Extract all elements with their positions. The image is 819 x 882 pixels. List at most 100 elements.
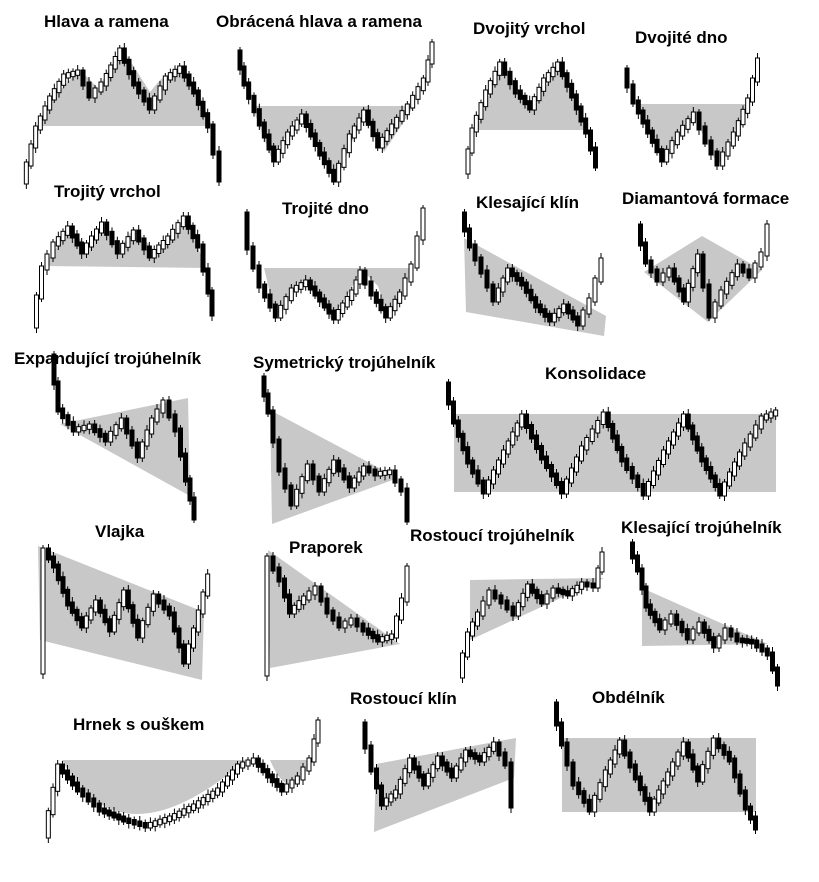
- candle-body: [745, 97, 751, 114]
- candle-body: [460, 432, 466, 452]
- candle-body: [578, 105, 584, 123]
- candle-body: [675, 751, 681, 767]
- title-hlava-a-ramena: Hlava a ramena: [44, 12, 169, 31]
- candle-body: [98, 81, 104, 93]
- title-rostouci-klin: Rostoucí klín: [350, 689, 457, 708]
- candle-body: [388, 793, 394, 803]
- candle-body: [716, 635, 722, 649]
- candle-body: [307, 279, 313, 291]
- candle-body: [271, 145, 277, 163]
- candle-body: [522, 94, 528, 106]
- candle-body: [318, 585, 324, 603]
- candle-body: [657, 618, 663, 631]
- candle-body: [514, 422, 520, 437]
- candle-body: [514, 272, 520, 282]
- candle-body: [685, 118, 691, 130]
- candle-body: [627, 751, 633, 769]
- candle-body: [191, 81, 197, 95]
- candle-body: [496, 459, 501, 475]
- candle-body: [326, 468, 332, 484]
- candle-body: [344, 296, 350, 308]
- candle-body: [383, 306, 389, 319]
- candle-body: [505, 440, 511, 455]
- candle-body: [651, 470, 656, 486]
- candle-body: [75, 69, 81, 76]
- candle-body: [705, 750, 711, 770]
- candle-body: [575, 315, 581, 327]
- candle-body: [397, 778, 403, 795]
- candle-body: [676, 422, 681, 437]
- candle-body: [602, 769, 608, 788]
- candle-body: [61, 73, 67, 86]
- candle-body: [560, 588, 566, 596]
- candle-body: [117, 47, 123, 61]
- candle-body: [656, 789, 662, 804]
- candle-body: [472, 752, 478, 760]
- candle-body: [146, 245, 152, 259]
- candle-body: [635, 99, 641, 115]
- candle-body: [315, 719, 321, 744]
- candle-body: [701, 621, 707, 634]
- candle-body: [559, 61, 565, 78]
- candle-body: [70, 775, 75, 787]
- candle-body: [321, 151, 327, 166]
- candle-body: [752, 262, 758, 279]
- candle-body: [60, 230, 66, 242]
- candle-body: [740, 263, 746, 274]
- candle-body: [716, 737, 722, 750]
- candle-body: [121, 589, 127, 608]
- candle-body: [647, 796, 653, 813]
- candle-body: [294, 488, 300, 507]
- candle-body: [564, 478, 569, 495]
- candle-body: [187, 477, 193, 502]
- candle-body: [460, 652, 465, 679]
- candle-body: [65, 769, 70, 781]
- candle-body: [200, 797, 206, 806]
- candle-body: [717, 483, 723, 497]
- candle-body: [610, 423, 616, 440]
- candle-body: [712, 301, 718, 319]
- candle-body: [303, 279, 309, 288]
- candles-klesajici-klin: [462, 209, 604, 331]
- candle-body: [39, 265, 44, 300]
- candle-body: [147, 821, 153, 829]
- candle-body: [612, 749, 618, 765]
- candle-body: [770, 651, 775, 672]
- candle-body: [362, 721, 368, 750]
- candle-body: [283, 296, 289, 310]
- candle-body: [676, 277, 682, 293]
- candle-body: [106, 809, 112, 817]
- candle-body: [294, 119, 300, 131]
- candle-body: [299, 113, 305, 125]
- candle-body: [246, 81, 252, 100]
- candle-body: [654, 268, 660, 283]
- candle-body: [531, 96, 537, 111]
- candle-body: [690, 111, 696, 124]
- candle-body: [465, 446, 471, 465]
- candle-body: [89, 235, 94, 248]
- candle-body: [270, 555, 276, 572]
- candle-body: [732, 757, 738, 779]
- candle-body: [312, 132, 318, 147]
- candle-body: [55, 380, 61, 413]
- candle-body: [696, 111, 702, 131]
- candle-body: [205, 793, 211, 803]
- candle-body: [505, 267, 511, 283]
- candle-body: [114, 240, 120, 255]
- candle-body: [84, 242, 89, 255]
- title-diamantova-formace: Diamantová formace: [622, 189, 790, 208]
- candle-body: [130, 604, 136, 624]
- candle-body: [121, 47, 127, 64]
- candle-body: [373, 291, 379, 304]
- candles-rostouci-trojuhelnik: [460, 547, 605, 683]
- candle-body: [481, 752, 487, 763]
- candle-body: [475, 611, 480, 627]
- candle-body: [735, 120, 741, 137]
- candle-body: [270, 409, 276, 444]
- candle-body: [250, 757, 256, 765]
- title-rostouci-trojuhelnik: Rostoucí trojúhelník: [410, 526, 575, 545]
- candle-body: [383, 797, 389, 807]
- candle-body: [699, 446, 705, 463]
- candle-body: [141, 89, 147, 103]
- candle-body: [507, 70, 513, 86]
